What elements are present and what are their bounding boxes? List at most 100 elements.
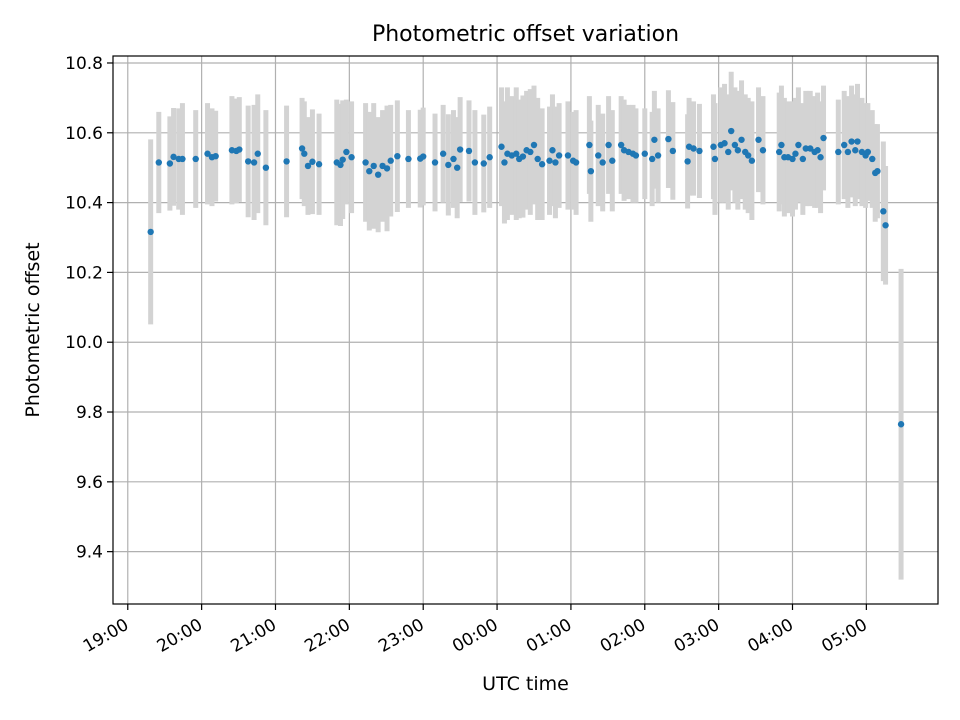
data-point <box>339 156 346 163</box>
data-point <box>343 148 350 156</box>
data-point <box>480 160 487 167</box>
data-point <box>534 155 541 163</box>
y-tick-label: 9.4 <box>76 543 103 563</box>
data-point <box>817 154 824 161</box>
data-point <box>431 159 439 166</box>
data-point <box>874 167 881 175</box>
data-point <box>155 159 162 166</box>
y-tick-label: 10.4 <box>65 194 103 214</box>
x-axis-ticks: 19:00 20:00 21:00 22:00 23:00 00:00 01:00 02:00… <box>80 604 871 657</box>
data-point <box>387 157 394 164</box>
data-point <box>564 152 572 159</box>
data-point <box>755 136 762 143</box>
data-point <box>348 154 355 161</box>
data-point <box>599 159 606 166</box>
data-point <box>651 136 658 143</box>
y-tick-label: 10.0 <box>65 333 103 353</box>
x-tick-label: 20:00 <box>154 615 206 657</box>
data-point <box>807 145 814 152</box>
y-axis-ticks: 9.4 9.6 9.8 10.0 10.2 10.4 10.6 10.8 <box>65 54 113 563</box>
chart-title: Photometric offset variation <box>371 22 680 47</box>
data-point <box>453 164 461 171</box>
data-point <box>250 159 258 166</box>
data-points <box>147 127 905 428</box>
data-point <box>546 157 553 164</box>
x-tick-label: 22:00 <box>301 615 353 657</box>
data-point <box>727 127 735 135</box>
data-point <box>486 154 493 161</box>
data-point <box>170 153 177 161</box>
x-tick-label: 05:00 <box>818 615 870 657</box>
data-point <box>864 148 872 156</box>
data-point <box>383 165 391 172</box>
data-point <box>315 161 323 168</box>
data-point <box>538 161 546 168</box>
data-point <box>362 159 369 166</box>
data-point <box>236 146 243 153</box>
data-point <box>309 158 316 165</box>
x-tick-label: 04:00 <box>745 615 797 657</box>
data-point <box>445 161 452 169</box>
data-point <box>405 155 412 163</box>
data-point <box>595 152 602 159</box>
data-point <box>882 222 889 229</box>
data-point <box>725 148 732 156</box>
y-tick-label: 9.6 <box>76 473 103 493</box>
data-point <box>802 145 809 152</box>
data-point <box>549 147 556 154</box>
data-point <box>166 160 174 167</box>
data-point <box>684 158 691 165</box>
y-tick-label: 10.2 <box>65 263 103 283</box>
data-point <box>617 141 625 149</box>
data-point <box>748 157 756 164</box>
data-point <box>204 150 211 157</box>
data-point <box>665 135 672 143</box>
data-point <box>254 150 261 157</box>
data-point <box>192 155 199 163</box>
x-tick-label: 21:00 <box>228 615 280 657</box>
data-point <box>854 138 861 145</box>
data-point <box>212 152 219 160</box>
data-point <box>799 155 807 163</box>
data-point <box>304 162 312 170</box>
data-point <box>283 158 290 165</box>
data-point <box>394 152 401 160</box>
data-point <box>792 150 799 157</box>
data-point <box>869 155 876 163</box>
data-point <box>366 167 373 175</box>
x-tick-label: 01:00 <box>523 615 575 657</box>
x-tick-label: 19:00 <box>80 615 132 657</box>
data-point <box>501 159 508 166</box>
data-point <box>738 136 745 143</box>
y-axis-label: Photometric offset <box>22 242 44 418</box>
data-point <box>690 145 697 152</box>
data-point <box>471 159 479 166</box>
data-point <box>527 148 534 156</box>
data-point <box>648 155 656 163</box>
data-point <box>776 148 783 156</box>
plot-frame <box>112 55 939 605</box>
data-point <box>555 152 563 159</box>
data-point <box>465 147 473 155</box>
data-point <box>820 134 827 142</box>
data-point <box>696 147 703 155</box>
data-point <box>420 153 427 160</box>
y-tick-label: 10.8 <box>65 54 103 74</box>
data-point <box>513 150 520 157</box>
data-point <box>298 145 306 152</box>
data-point <box>848 138 855 145</box>
data-point <box>734 147 742 154</box>
x-tick-label: 23:00 <box>375 615 427 657</box>
data-point <box>654 152 662 159</box>
data-point <box>840 141 848 149</box>
data-point <box>519 153 527 160</box>
data-point <box>374 171 382 178</box>
data-point <box>456 146 464 153</box>
data-point <box>301 150 308 157</box>
data-point <box>789 155 796 163</box>
data-point <box>852 147 859 154</box>
data-point <box>759 147 767 154</box>
data-point <box>552 159 559 166</box>
data-point <box>632 152 640 159</box>
